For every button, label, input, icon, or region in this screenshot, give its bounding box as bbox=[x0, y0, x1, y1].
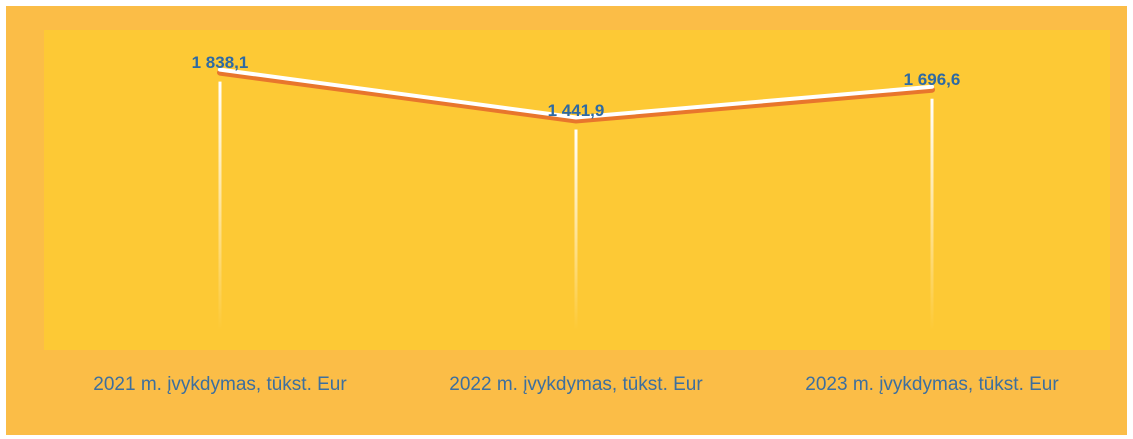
data-label: 1 441,9 bbox=[548, 101, 605, 120]
x-tick-label: 2023 m. įvykdymas, tūkst. Eur bbox=[805, 374, 1059, 395]
data-label: 1 838,1 bbox=[192, 53, 249, 72]
series-line bbox=[218, 67, 934, 120]
drop-line bbox=[574, 129, 578, 330]
x-tick-label: 2022 m. įvykdymas, tūkst. Eur bbox=[449, 374, 703, 395]
series-line-shadow bbox=[217, 69, 935, 124]
x-tick-label: 2021 m. įvykdymas, tūkst. Eur bbox=[93, 374, 347, 395]
drop-line bbox=[930, 98, 934, 331]
data-label: 1 696,6 bbox=[904, 70, 961, 89]
drop-line bbox=[218, 81, 222, 330]
